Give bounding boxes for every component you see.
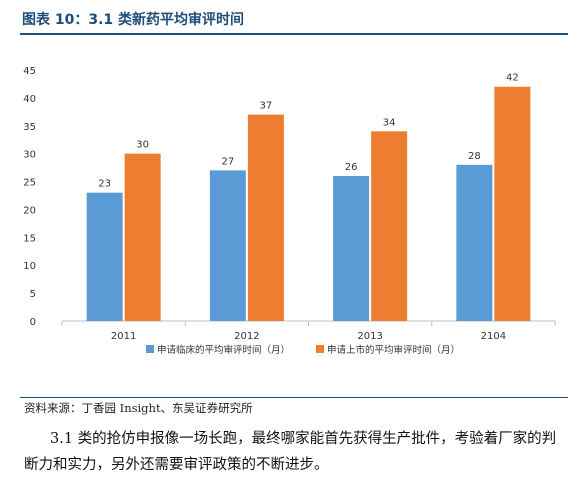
data-label: 23: [98, 179, 111, 190]
data-label: 37: [260, 101, 273, 112]
title-rule: [20, 33, 568, 35]
chart-container: 0 5 10 15 20 25 30 35 40 45 23 30 2011 27 37 2012 26 34 20…: [20, 46, 568, 386]
data-label: 28: [468, 151, 481, 162]
x-tick-label: 2011: [111, 331, 136, 342]
bar-clinical-2011: [86, 192, 123, 321]
source-rule: [20, 397, 568, 398]
y-tick-label: 20: [23, 205, 36, 216]
y-tick-label: 15: [23, 233, 36, 244]
y-tick-label: 10: [23, 261, 36, 272]
y-tick-label: 35: [23, 122, 36, 133]
bar-chart: 0 5 10 15 20 25 30 35 40 45 23 30 2011 27 37 2012 26 34 20…: [23, 66, 556, 356]
data-label: 27: [222, 156, 235, 167]
legend-label: 申请临床的平均审评时间（月）: [157, 344, 290, 356]
bar-market-2012: [247, 114, 284, 321]
bar-market-2011: [124, 153, 161, 321]
x-tick-label: 2104: [481, 331, 506, 342]
legend-label: 申请上市的平均审评时间（月）: [327, 344, 460, 356]
y-tick-label: 5: [30, 289, 36, 300]
figure-title: 图表 10：3.1 类新药平均审评时间: [22, 12, 245, 28]
y-tick-label: 40: [23, 94, 36, 105]
data-label: 30: [136, 140, 149, 151]
legend-swatch-market: [316, 345, 324, 353]
x-tick-label: 2013: [357, 331, 382, 342]
bar-market-2013: [371, 131, 408, 321]
y-tick-label: 30: [23, 150, 36, 161]
data-label: 42: [506, 73, 519, 84]
data-label: 34: [383, 117, 396, 128]
legend-swatch-clinical: [146, 345, 154, 353]
source-note: 资料来源：丁香园 Insight、东吴证券研究所: [24, 401, 253, 415]
y-tick-label: 0: [30, 317, 36, 328]
bar-clinical-2104: [456, 164, 493, 321]
bar-market-2104: [494, 86, 531, 321]
y-tick-label: 45: [23, 66, 36, 77]
x-tick-label: 2012: [234, 331, 259, 342]
bar-clinical-2013: [333, 175, 370, 321]
body-paragraph: 3.1 类的抢仿申报像一场长跑，最终哪家能首先获得生产批件，考验着厂家的判断力和…: [24, 431, 557, 473]
bar-clinical-2012: [209, 170, 246, 321]
data-label: 26: [345, 162, 358, 173]
y-tick-label: 25: [23, 178, 36, 189]
